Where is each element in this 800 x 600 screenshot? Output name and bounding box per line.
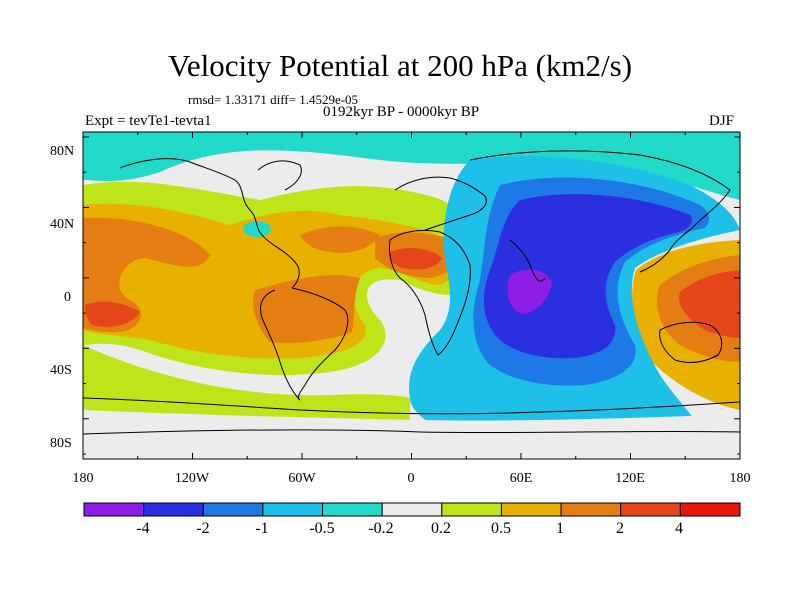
coast-greenland xyxy=(257,160,302,191)
period-label: 0192kyr BP - 0000kyr BP xyxy=(323,104,480,120)
colorbar-swatch xyxy=(620,502,681,517)
contour-pacific-red xyxy=(84,301,140,327)
coast-south-america xyxy=(291,287,349,401)
contour-atlantic-orange xyxy=(300,226,380,253)
coast-europe xyxy=(394,176,487,231)
season-label: DJF xyxy=(709,113,735,129)
colorbar-swatch xyxy=(143,502,204,517)
colorbar-label: -2 xyxy=(196,520,209,537)
coast-asia xyxy=(469,150,731,273)
contour-gulf-cyan xyxy=(243,221,271,237)
contour-africa-red xyxy=(389,248,442,270)
colorbar-label: -4 xyxy=(136,520,149,537)
colorbar xyxy=(83,502,741,517)
contour-negative-purple xyxy=(507,269,552,314)
lon-label-120e: 120E xyxy=(615,471,645,486)
lon-label-60w: 60W xyxy=(288,471,316,486)
coast-antarctica xyxy=(83,429,740,435)
colorbar-label: 0.5 xyxy=(491,520,511,537)
colorbar-label: 2 xyxy=(616,520,624,537)
lat-label-40s: 40S xyxy=(50,363,72,378)
colorbar-label: 1 xyxy=(556,520,564,537)
colorbar-label: -1 xyxy=(255,520,268,537)
contour-negative-darkblue xyxy=(483,194,692,359)
coast-australia xyxy=(659,321,723,363)
lat-label-80s: 80S xyxy=(50,436,72,451)
colorbar-labels: -4 -2 -1 -0.5 -0.2 0.2 0.5 1 2 4 xyxy=(136,520,683,537)
lon-label-120w: 120W xyxy=(175,471,210,486)
figure-title: Velocity Potential at 200 hPa (km2/s) xyxy=(167,48,633,83)
contour-northern-teal xyxy=(83,132,740,200)
lat-label-80n: 80N xyxy=(50,144,74,159)
coastlines xyxy=(83,150,740,435)
colorbar-swatch xyxy=(202,502,264,517)
coast-africa xyxy=(389,229,471,356)
lat-label-40n: 40N xyxy=(50,217,74,232)
colorbar-label: -0.2 xyxy=(368,520,393,537)
colorbar-swatch xyxy=(322,502,383,517)
colorbar-label: 4 xyxy=(675,520,683,537)
colorbar-label: 0.2 xyxy=(431,520,451,537)
colorbar-swatch xyxy=(679,502,741,517)
stats-line: rmsd= 1.33171 diff= 1.4529e-05 xyxy=(188,92,359,107)
contour-sa-orange xyxy=(253,275,360,343)
contour-wpac-red xyxy=(678,270,740,338)
coast-south-america-west xyxy=(260,289,301,401)
colorbar-swatch xyxy=(262,502,324,517)
coast-antarctica-north xyxy=(83,397,740,415)
lon-label-60e: 60E xyxy=(510,471,533,486)
colorbar-swatch xyxy=(83,502,145,517)
coast-india xyxy=(509,239,546,282)
colorbar-swatch xyxy=(381,502,443,517)
colorbar-swatch xyxy=(560,502,622,517)
colorbar-label: -0.5 xyxy=(309,520,334,537)
axis-ticks xyxy=(82,132,741,459)
contour-field xyxy=(83,132,740,459)
coast-north-america xyxy=(119,158,300,289)
lat-label-0: 0 xyxy=(64,290,71,305)
lon-label-0: 0 xyxy=(408,471,415,486)
contour-antarctic xyxy=(83,410,740,459)
colorbar-swatch xyxy=(441,502,502,517)
lon-label-180w: 180 xyxy=(73,471,94,486)
experiment-label: Expt = tevTe1-tevta1 xyxy=(85,113,212,129)
lon-label-180e: 180 xyxy=(730,471,751,486)
colorbar-swatch xyxy=(500,502,562,517)
